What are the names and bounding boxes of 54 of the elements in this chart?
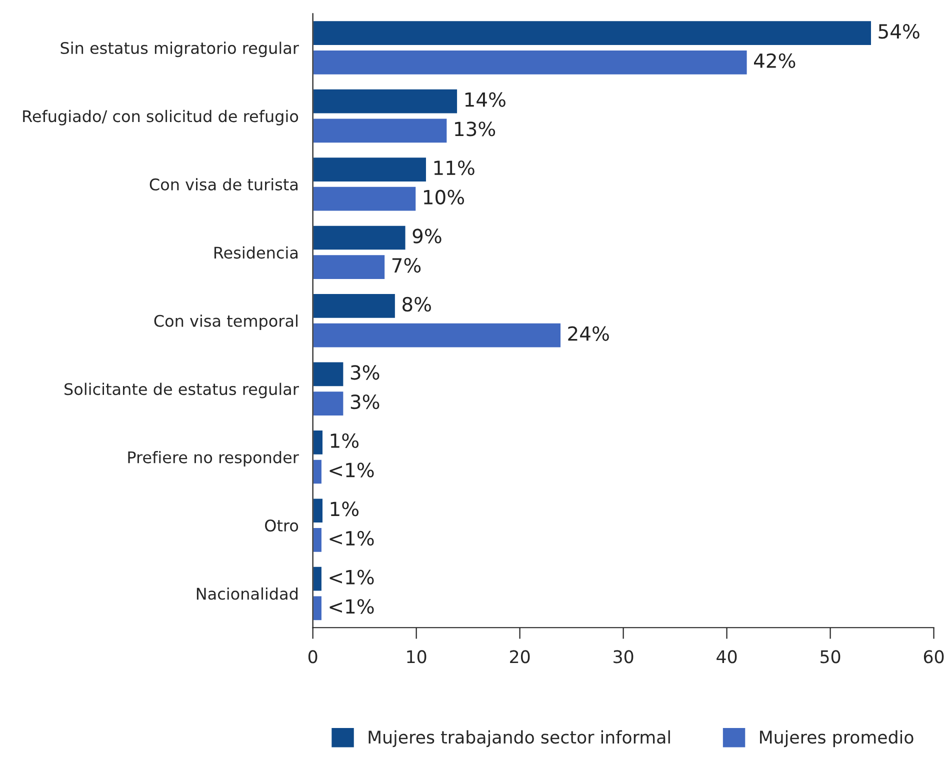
data-label: <1% — [330, 599, 374, 614]
y-tick-label: Residencia — [214, 246, 298, 259]
x-tick-label: 40 — [716, 650, 737, 664]
x-tick-label: 50 — [820, 650, 840, 664]
data-label: 3% — [350, 365, 380, 380]
bar — [312, 497, 324, 524]
x-tick-label: 30 — [614, 650, 634, 664]
x-tick-label: 10 — [407, 650, 426, 664]
x-tick-label: 60 — [924, 650, 944, 664]
bar — [312, 322, 562, 349]
y-tick-label: Con visa temporal — [154, 314, 298, 330]
data-label: <1% — [330, 462, 374, 478]
data-label: 42% — [754, 53, 796, 68]
y-tick-label: Solicitante de estatus regular — [64, 382, 299, 398]
data-label: <1% — [330, 570, 374, 584]
bar — [312, 594, 323, 622]
bar — [312, 88, 458, 115]
bar — [312, 254, 386, 280]
bar — [312, 429, 324, 456]
data-label: 10% — [424, 190, 464, 205]
bar — [312, 117, 448, 144]
y-tick-label: Nacionalidad — [196, 587, 298, 600]
data-label: 14% — [465, 92, 506, 107]
bar — [312, 224, 407, 252]
bar — [312, 49, 748, 76]
bar — [312, 566, 323, 592]
bar — [312, 20, 872, 46]
x-tick-label: 0 — [308, 650, 318, 664]
data-label: <1% — [330, 530, 374, 546]
bar — [312, 360, 345, 388]
x-tick-label: 20 — [510, 650, 530, 664]
data-label: 8% — [402, 296, 431, 312]
data-label: 3% — [350, 394, 380, 410]
data-label: 13% — [455, 122, 496, 136]
legend-label: Mujeres trabajando sector informal — [368, 730, 670, 748]
bar — [312, 156, 428, 183]
bar — [312, 458, 323, 486]
data-label: 7% — [392, 258, 421, 273]
y-tick-label: Con visa de turista — [150, 178, 298, 190]
data-label: 1% — [330, 433, 359, 448]
data-label: 24% — [568, 326, 609, 341]
data-label: 11% — [434, 160, 474, 176]
legend-label: Mujeres promedio — [760, 730, 914, 748]
data-label: 9% — [412, 228, 442, 244]
y-tick-label: Sin estatus migratorio regular — [60, 42, 299, 58]
y-tick-label: Prefiere no responder — [128, 451, 299, 466]
bar — [312, 390, 345, 417]
y-tick-label: Otro — [265, 520, 298, 532]
data-label: 1% — [330, 502, 359, 516]
bar — [312, 186, 418, 212]
bar — [312, 292, 396, 320]
bar — [312, 526, 323, 554]
y-tick-label: Refugiado/ con solicitud de refugio — [23, 110, 298, 126]
data-label: 54% — [878, 24, 920, 39]
